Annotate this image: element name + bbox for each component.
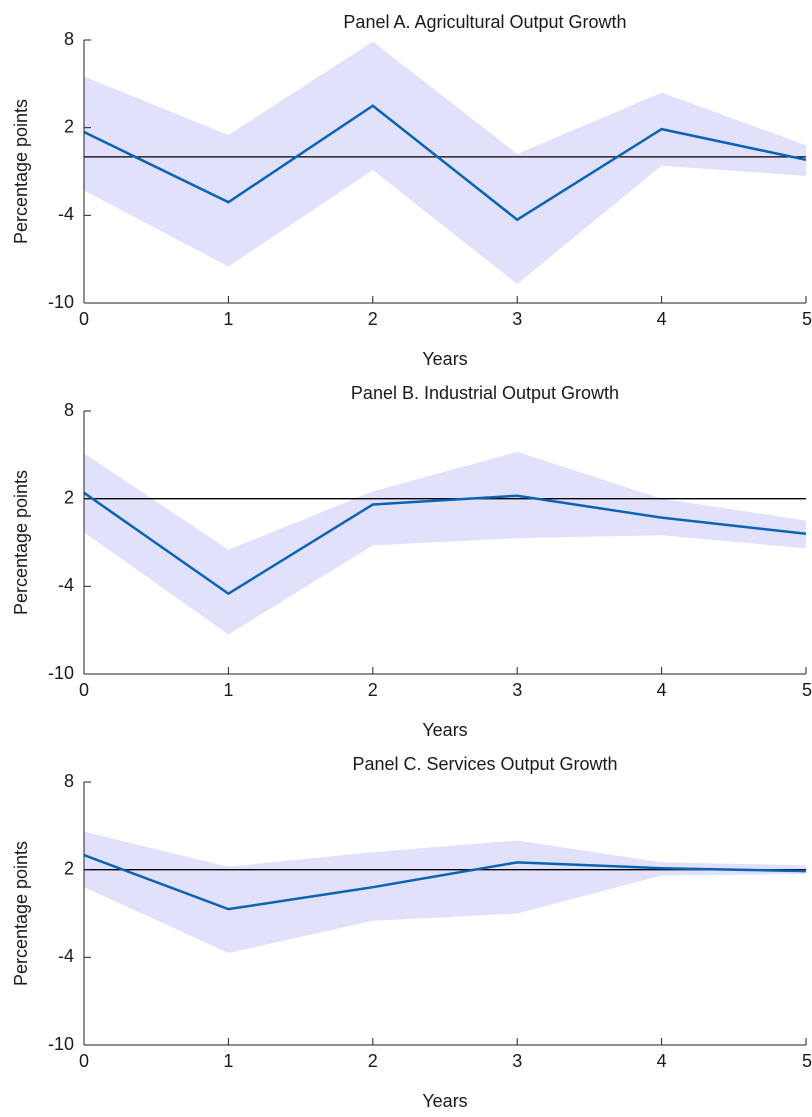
y-axis-label: Percentage points: [11, 99, 31, 244]
y-tick-label: 8: [64, 771, 74, 791]
y-tick-label: -4: [58, 946, 74, 966]
panel-title: Panel A. Agricultural Output Growth: [343, 12, 626, 32]
series-line: [83, 853, 807, 911]
x-tick-label: 3: [512, 680, 522, 700]
confidence-band: [84, 451, 806, 635]
y-axis-label: Percentage points: [11, 470, 31, 615]
x-axis-label: Years: [422, 1091, 467, 1111]
y-tick-label: -10: [48, 292, 74, 312]
x-tick-label: 2: [368, 309, 378, 329]
x-tick-label: 4: [657, 309, 667, 329]
panel-title: Panel B. Industrial Output Growth: [351, 383, 619, 403]
x-tick-label: 4: [657, 1051, 667, 1071]
x-tick-label: 5: [802, 680, 812, 700]
x-axis-label: Years: [422, 720, 467, 740]
x-tick-label: 2: [368, 680, 378, 700]
x-tick-label: 0: [79, 309, 89, 329]
series-line: [83, 491, 807, 596]
x-tick-label: 3: [512, 1051, 522, 1071]
y-tick-label: 2: [64, 487, 74, 507]
y-tick-label: 2: [64, 116, 74, 136]
x-tick-label: 5: [802, 1051, 812, 1071]
x-tick-label: 5: [802, 309, 812, 329]
x-tick-label: 1: [223, 309, 233, 329]
x-tick-label: 1: [223, 1051, 233, 1071]
confidence-band: [84, 831, 806, 953]
y-tick-label: 2: [64, 858, 74, 878]
x-tick-label: 4: [657, 680, 667, 700]
y-tick-label: -4: [58, 575, 74, 595]
y-tick-label: 8: [64, 29, 74, 49]
y-tick-label: -10: [48, 663, 74, 683]
x-tick-label: 0: [79, 1051, 89, 1071]
x-tick-label: 0: [79, 680, 89, 700]
y-tick-label: 8: [64, 400, 74, 420]
panel-title: Panel C. Services Output Growth: [352, 754, 617, 774]
y-axis-label: Percentage points: [11, 841, 31, 986]
series-line: [83, 104, 807, 222]
y-tick-label: -4: [58, 204, 74, 224]
y-tick-label: -10: [48, 1034, 74, 1054]
x-tick-label: 1: [223, 680, 233, 700]
x-tick-label: 3: [512, 309, 522, 329]
x-tick-label: 2: [368, 1051, 378, 1071]
x-axis-label: Years: [422, 349, 467, 369]
